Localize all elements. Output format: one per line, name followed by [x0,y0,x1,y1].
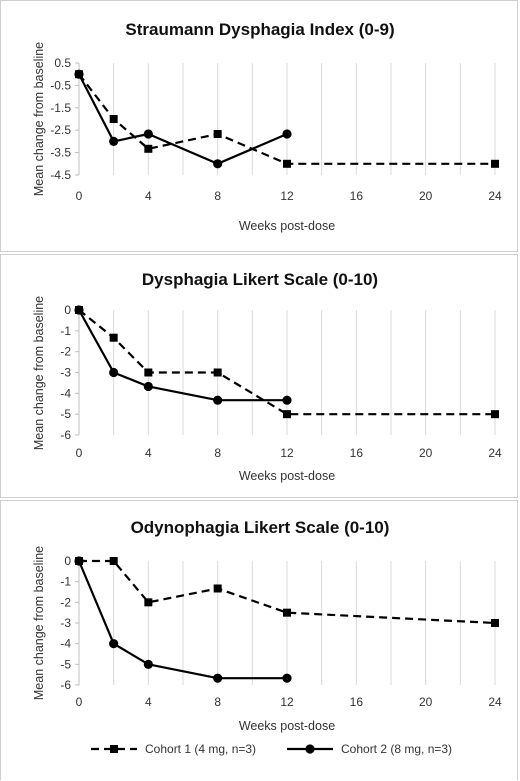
data-point [491,159,499,168]
data-point [109,333,118,342]
data-point [144,598,153,607]
x-tick-label: 0 [76,446,83,460]
y-tick-label: -6 [60,678,71,692]
legend-marker-circle [305,744,315,754]
y-tick-label: -3 [60,616,71,630]
chart-panel-dysphagia-likert: Dysphagia Likert Scale (0-10) 0 -1 -2 -3 -4 -5… [0,254,518,498]
y-axis-label: Mean change from baseline [32,546,46,700]
x-axis-label: Weeks post-dose [239,469,335,483]
y-tick-label: -2 [60,345,71,359]
x-tick-label: 16 [350,695,364,709]
data-point [213,368,222,377]
legend-label-2: Cohort 2 (8 mg, n=3) [341,742,452,756]
x-axis-label: Weeks post-dose [239,219,335,233]
chart-odynophagia-likert: Odynophagia Likert Scale (0-10) 0 -1 -2 -3 -4… [32,518,502,756]
data-point [144,368,153,377]
data-point [283,159,291,168]
x-tick-label: 0 [76,695,83,709]
x-tick-label: 12 [280,189,294,203]
data-point [283,410,291,419]
y-tick-label: -6 [60,428,71,442]
chart-title: Straumann Dysphagia Index (0-9) [125,20,394,39]
y-tick-label: -2 [60,595,71,609]
x-tick-label: 24 [488,446,502,460]
y-axis-label: Mean change from baseline [32,296,46,450]
chart-title: Odynophagia Likert Scale (0-10) [131,518,390,537]
y-tick-label: -4 [60,637,71,651]
data-point [109,639,119,649]
y-tick-label: -0.5 [50,78,71,92]
x-tick-label: 8 [214,695,221,709]
chart-panel-sdi: Straumann Dysphagia Index (0-9) 0.5 -0.5 -1… [0,0,518,252]
series-line-1 [78,73,495,165]
x-tick-label: 0 [76,189,83,203]
series-line-1 [79,559,496,625]
x-tick-label: 4 [145,446,152,460]
data-point [282,395,292,405]
y-tick-label: -5 [60,407,71,421]
data-point [143,129,153,139]
y-tick-label: -1.5 [50,101,71,115]
x-tick-label: 4 [145,189,152,203]
data-point [282,673,292,683]
chart-dysphagia-likert: Dysphagia Likert Scale (0-10) 0 -1 -2 -3 -4 -5… [32,270,502,483]
data-point [491,619,499,627]
legend: Cohort 1 (4 mg, n=3) Cohort 2 (8 mg, n=3) [91,742,452,756]
y-axis-label: Mean change from baseline [32,42,46,196]
data-point [143,381,153,392]
y-tick-label: 0 [64,303,71,317]
y-tick-label: 0.5 [54,56,71,70]
y-tick-label: -5 [60,657,71,671]
x-tick-label: 12 [280,446,294,460]
data-point [213,673,223,683]
x-tick-label: 8 [214,189,221,203]
series-line-1 [78,309,495,416]
y-tick-label: -3.5 [50,146,71,160]
y-tick-label: -2.5 [50,123,71,137]
y-tick-label: -1 [60,324,71,338]
x-tick-label: 16 [350,446,364,460]
x-tick-label: 20 [419,189,433,203]
data-point [109,367,119,378]
data-point [74,305,84,315]
x-tick-label: 4 [145,695,152,709]
data-point [213,584,222,593]
data-point [491,410,499,419]
x-tick-label: 24 [488,695,502,709]
legend-label-1: Cohort 1 (4 mg, n=3) [145,742,256,756]
x-tick-label: 12 [280,695,294,709]
data-point [109,115,118,123]
y-tick-label: 0 [64,554,71,568]
x-tick-label: 20 [419,695,433,709]
y-tick-label: -4 [60,386,71,400]
chart-panel-odynophagia-likert: Odynophagia Likert Scale (0-10) 0 -1 -2 -3 -4… [0,500,518,780]
x-tick-label: 20 [419,446,433,460]
y-tick-label: -1 [60,575,71,589]
chart-title: Dysphagia Likert Scale (0-10) [142,270,378,289]
y-tick-label: -4.5 [50,168,71,182]
data-point [74,556,84,566]
data-point [144,144,153,153]
x-tick-label: 8 [214,446,221,460]
y-tick-label: -3 [60,366,71,380]
data-point [109,557,118,565]
x-tick-label: 16 [350,189,364,203]
legend-marker-square [110,745,118,753]
data-point [213,395,223,405]
x-axis-label: Weeks post-dose [239,719,335,733]
data-point [282,129,292,139]
data-point [109,136,119,146]
data-point [74,69,84,79]
x-tick-label: 24 [488,189,502,203]
data-point [213,130,222,139]
data-point [213,159,223,169]
data-point [283,608,291,617]
chart-sdi: Straumann Dysphagia Index (0-9) 0.5 -0.5 -1… [32,20,502,233]
data-point [143,659,153,669]
